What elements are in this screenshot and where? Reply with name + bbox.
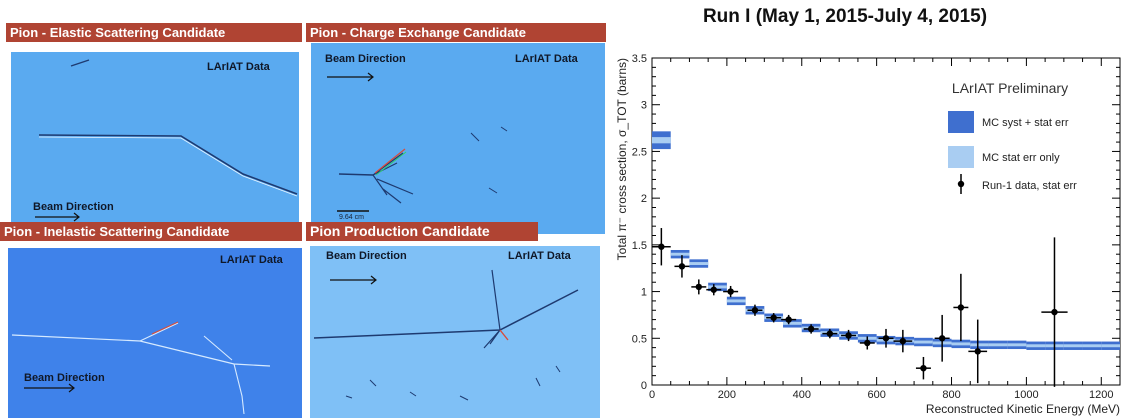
panel-charge-exchange: Pion - Charge Exchange Candidate LArIAT …: [306, 23, 606, 234]
data-point: [957, 304, 965, 311]
track-drawing: [35, 59, 298, 222]
y-tick-label: 1: [641, 287, 647, 299]
y-tick-label: 3: [641, 100, 647, 112]
x-tick-label: 0: [649, 389, 655, 401]
event-display-inelastic: LArIAT Data Beam Direction: [8, 248, 302, 418]
beam-direction-label: Beam Direction: [33, 201, 114, 213]
data-point: [751, 307, 759, 314]
data-point: [710, 286, 717, 293]
y-tick-label: 1.5: [632, 240, 647, 252]
mc-stat-band: [1063, 344, 1083, 348]
legend-swatch-data-marker: [957, 180, 965, 188]
lariat-data-label: LArIAT Data: [220, 254, 283, 266]
x-tick-label: 400: [793, 389, 811, 401]
mc-stat-band: [988, 343, 1008, 347]
mc-stat-band: [652, 137, 671, 144]
x-tick-label: 600: [867, 389, 885, 401]
panel-title: Pion - Elastic Scattering Candidate: [6, 23, 302, 42]
mc-stat-band: [1026, 344, 1046, 348]
lariat-data-label: LArIAT Data: [207, 61, 270, 73]
data-point: [864, 339, 871, 347]
x-tick-label: 1000: [1014, 389, 1038, 401]
panel-inelastic: Pion - Inelastic Scattering Candidate LA…: [0, 222, 302, 418]
panel-title: Pion - Inelastic Scattering Candidate: [0, 222, 302, 241]
panel-production: Pion Production Candidate LArIAT Data Be…: [306, 222, 602, 420]
legend-title: LArIAT Preliminary: [952, 80, 1068, 96]
legend-swatch-mc-syst: [948, 111, 974, 133]
mc-stat-band: [708, 285, 727, 289]
y-tick-label: 2: [641, 193, 647, 205]
data-point: [785, 316, 792, 323]
event-display-production: LArIAT Data Beam Direction: [310, 246, 600, 418]
mc-stat-band: [726, 299, 746, 303]
event-display-elastic: LArIAT Data Beam Direction: [11, 52, 299, 236]
track-drawing: [11, 321, 271, 415]
mc-stat-band: [1101, 344, 1120, 348]
data-point: [1051, 308, 1058, 316]
legend-label: MC stat err only: [982, 152, 1060, 164]
legend-swatch-mc-stat: [948, 146, 974, 168]
panel-title: Pion - Charge Exchange Candidate: [306, 23, 606, 42]
data-point: [882, 335, 890, 342]
x-axis-label: Reconstructed Kinetic Energy (MeV): [926, 402, 1120, 416]
plot-frame: [651, 57, 1121, 386]
mc-stat-band: [914, 340, 933, 344]
beam-direction-label: Beam Direction: [326, 250, 407, 262]
data-point: [826, 330, 834, 337]
event-display-charge-exchange: LArIAT Data Beam Direction 9.64 cm: [311, 43, 605, 234]
data-point: [770, 314, 777, 321]
cross-section-chart: 0 200 400 600 800 1000 1200 0 0.5 1 1.5 2 2.5 3 3.5 Rec…: [615, 53, 1121, 416]
data-point: [807, 325, 815, 333]
panel-title: Pion Production Candidate: [306, 222, 538, 241]
mc-stat-band: [670, 252, 690, 256]
y-tick-label: 0: [641, 380, 647, 392]
track-drawing: [327, 72, 508, 212]
y-tick-label: 2.5: [632, 146, 647, 158]
x-tick-label: 800: [942, 389, 960, 401]
mc-stat-band: [689, 262, 709, 266]
lariat-data-label: LArIAT Data: [515, 53, 578, 65]
beam-direction-label: Beam Direction: [24, 372, 105, 384]
x-tick-label: 200: [718, 389, 736, 401]
mc-stat-band: [970, 343, 989, 347]
data-point: [845, 332, 852, 339]
x-tick-label: 1200: [1089, 389, 1113, 401]
y-tick-label: 0.5: [632, 333, 647, 345]
legend-label: MC syst + stat err: [982, 117, 1069, 129]
panel-elastic: Pion - Elastic Scattering Candidate LArI…: [6, 23, 302, 236]
data-point: [658, 243, 665, 250]
beam-direction-label: Beam Direction: [325, 53, 406, 65]
scale-bar-label: 9.64 cm: [339, 214, 364, 221]
data-point: [678, 263, 686, 270]
data-point: [695, 283, 702, 291]
data-point: [899, 337, 907, 345]
y-axis-label: Total π⁻ cross section, σ_TOT (barns): [615, 58, 629, 260]
legend-label: Run-1 data, stat err: [982, 180, 1077, 192]
data-point: [974, 348, 981, 355]
mc-stat-band: [783, 321, 802, 325]
data-point: [920, 364, 927, 372]
track-drawing: [313, 269, 579, 401]
data-point: [938, 335, 946, 342]
lariat-data-label: LArIAT Data: [508, 250, 571, 262]
mc-stat-band: [1007, 343, 1027, 347]
mc-stat-band: [1082, 344, 1102, 348]
chart-title: Run I (May 1, 2015-July 4, 2015): [702, 6, 988, 27]
mc-stat-band: [951, 342, 971, 346]
y-tick-label: 3.5: [632, 53, 647, 65]
data-point: [727, 288, 734, 295]
